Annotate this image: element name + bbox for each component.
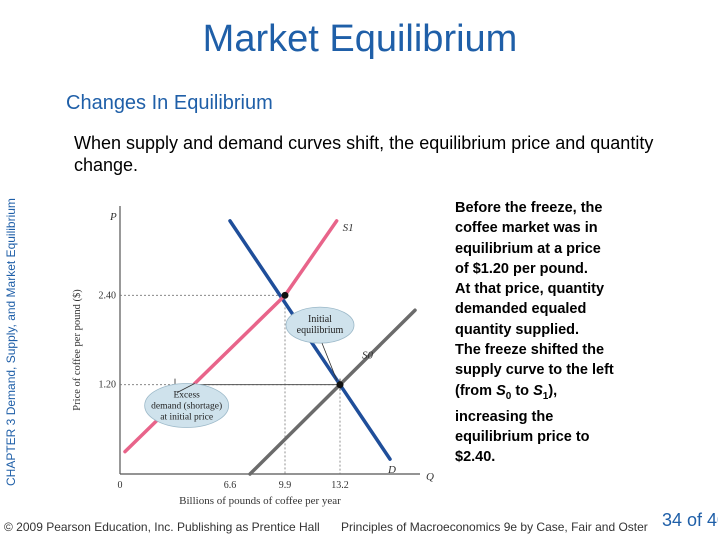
equilibrium-point bbox=[336, 381, 344, 389]
book-footer: Principles of Macroeconomics 9e by Case,… bbox=[341, 520, 648, 534]
equilibrium-point bbox=[281, 291, 289, 299]
x-axis-label: Billions of pounds of coffee per year bbox=[179, 495, 341, 507]
y-axis-symbol: P bbox=[109, 211, 117, 223]
x-tick-label: 9.9 bbox=[279, 480, 292, 491]
copyright-footer: © 2009 Pearson Education, Inc. Publishin… bbox=[4, 520, 320, 534]
chapter-number: CHAPTER 3 bbox=[4, 418, 18, 486]
curve-label-s0: S0 bbox=[362, 350, 374, 362]
supply-demand-chart: Price of coffee per pound ($) Billions o… bbox=[72, 206, 434, 507]
x-axis-symbol: Q bbox=[426, 471, 434, 483]
initial-equilibrium-text: equilibrium bbox=[297, 325, 344, 336]
description-line: (from S0 to S1), bbox=[455, 382, 558, 402]
page-number: 34 of 40 bbox=[662, 510, 718, 530]
x-tick-label: 6.6 bbox=[224, 480, 237, 491]
description-line: The freeze shifted the bbox=[455, 342, 605, 359]
description-line: At that price, quantity bbox=[455, 281, 605, 298]
excess-demand-text: Excess bbox=[173, 391, 200, 401]
description-line: supply curve to the left bbox=[455, 362, 614, 379]
x-tick-label: 0 bbox=[118, 480, 123, 491]
excess-demand-text: at initial price bbox=[160, 413, 213, 423]
section-subtitle: Changes In Equilibrium bbox=[66, 92, 273, 114]
excess-demand-text: demand (shortage) bbox=[151, 401, 222, 412]
y-tick-label: 2.40 bbox=[99, 290, 117, 301]
description-line: $2.40. bbox=[455, 449, 496, 466]
description-line: increasing the bbox=[455, 408, 554, 425]
y-tick-label: 1.20 bbox=[99, 380, 117, 391]
description-line: quantity supplied. bbox=[455, 321, 580, 338]
initial-equilibrium-pointer bbox=[321, 342, 338, 381]
x-tick-label: 13.2 bbox=[331, 480, 349, 491]
curve-label-d: D bbox=[387, 464, 396, 476]
excess-demand-pointer bbox=[176, 383, 195, 394]
description-line: Before the freeze, the bbox=[455, 200, 603, 216]
description-line: demanded equaled bbox=[455, 301, 587, 318]
initial-equilibrium-text: Initial bbox=[308, 314, 332, 325]
curve-label-s1: S1 bbox=[343, 222, 354, 234]
description-line: of $1.20 per pound. bbox=[455, 260, 588, 277]
excess-demand-bubble bbox=[144, 383, 230, 428]
initial-equilibrium-bubble bbox=[285, 306, 355, 344]
y-axis-label: Price of coffee per pound ($) bbox=[72, 289, 83, 411]
description-line: coffee market was in bbox=[455, 220, 598, 237]
description-line: equilibrium price to bbox=[455, 429, 590, 446]
slide-title: Market Equilibrium bbox=[202, 18, 518, 60]
chapter-side-label: CHAPTER 3 Demand, Supply, and Market Equ… bbox=[4, 166, 20, 486]
chapter-title: Demand, Supply, and Market Equilibrium bbox=[4, 198, 18, 416]
intro-text: When supply and demand curves shift, the… bbox=[74, 133, 654, 175]
description-text: Before the freeze, the coffee market was … bbox=[455, 198, 645, 468]
description-line: equilibrium at a price bbox=[455, 240, 601, 257]
